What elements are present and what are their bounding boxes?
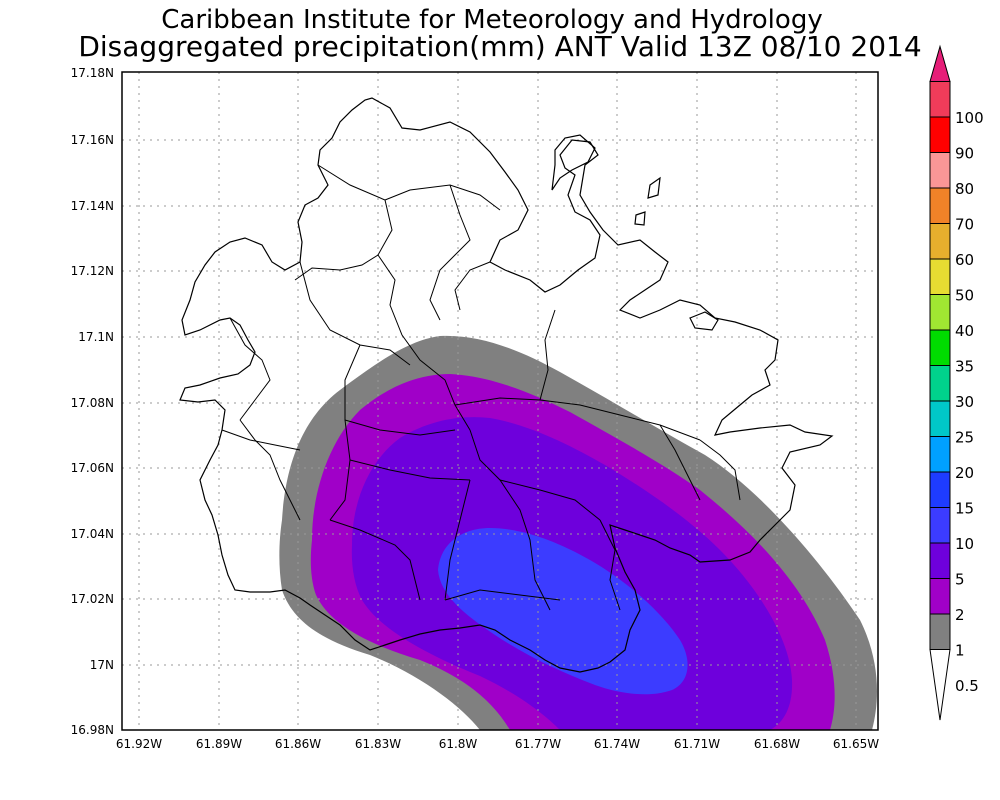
islet-small-2 (634, 211, 646, 226)
colorbar-label: 40 (955, 322, 974, 340)
colorbar-swatch (929, 223, 951, 260)
longitude-axis: 61.92W 61.89W 61.86W 61.83W 61.8W 61.77W… (116, 737, 879, 751)
islet-north (551, 134, 596, 191)
internal-boundaries (221, 164, 741, 611)
lon-tick-label: 61.65W (833, 737, 879, 751)
colorbar-swatch (929, 329, 951, 366)
colorbar-swatch (929, 116, 951, 153)
institute-title: Caribbean Institute for Meteorology and … (161, 5, 822, 35)
islet-small-1 (647, 176, 661, 199)
island-outline-antigua (179, 97, 834, 673)
lat-tick-label: 17N (90, 658, 114, 672)
lat-tick-label: 16.98N (71, 723, 114, 737)
colorbar-label: 70 (955, 216, 974, 234)
lon-tick-label: 61.86W (275, 737, 321, 751)
colorbar-swatch (929, 471, 951, 508)
colorbar-swatch (929, 152, 951, 189)
lat-tick-label: 17.06N (71, 461, 114, 475)
lon-tick-label: 61.89W (196, 737, 242, 751)
colorbar-bottom-arrow (929, 649, 951, 721)
colorbar-label: 25 (955, 429, 974, 447)
colorbar-label: 80 (955, 180, 974, 198)
colorbar-label: 100 (955, 109, 984, 127)
graticule (122, 72, 878, 730)
lon-tick-label: 61.77W (515, 737, 561, 751)
precipitation-field (279, 335, 877, 730)
colorbar-swatch (929, 613, 951, 650)
lon-tick-label: 61.83W (355, 737, 401, 751)
islet-east (689, 311, 719, 331)
lat-tick-label: 17.16N (71, 133, 114, 147)
product-title: Disaggregated precipitation(mm) ANT Vali… (78, 30, 921, 63)
colorbar-swatch (929, 187, 951, 224)
colorbar-label: 15 (955, 500, 974, 518)
lon-tick-label: 61.71W (674, 737, 720, 751)
colorbar-top-arrow (929, 44, 951, 82)
colorbar-label: 35 (955, 358, 974, 376)
lat-tick-label: 17.1N (78, 330, 114, 344)
colorbar-swatch (929, 507, 951, 544)
colorbar-label: 0.5 (955, 677, 979, 695)
lat-tick-label: 17.02N (71, 592, 114, 606)
lat-tick-label: 17.14N (71, 199, 114, 213)
lat-tick-label: 17.12N (71, 264, 114, 278)
latitude-axis: 17.18N 17.16N 17.14N 17.12N 17.1N 17.08N… (71, 66, 114, 737)
colorbar-swatch (929, 436, 951, 473)
colorbar-label: 30 (955, 393, 974, 411)
colorbar-label: 60 (955, 251, 974, 269)
colorbar-label: 5 (955, 571, 965, 589)
colorbar-label: 2 (955, 606, 965, 624)
lat-tick-label: 17.04N (71, 527, 114, 541)
colorbar-label: 10 (955, 535, 974, 553)
lon-tick-label: 61.92W (116, 737, 162, 751)
lat-tick-label: 17.08N (71, 396, 114, 410)
colorbar-swatch (929, 400, 951, 437)
plot-frame (121, 71, 879, 731)
colorbar-swatch (929, 258, 951, 295)
lon-tick-label: 61.8W (439, 737, 478, 751)
map-plot-area (121, 71, 879, 731)
colorbar-swatch (929, 578, 951, 615)
colorbar-swatch (929, 542, 951, 579)
colorbar-swatch (929, 81, 951, 118)
lon-tick-label: 61.68W (754, 737, 800, 751)
colorbar-label: 20 (955, 464, 974, 482)
island-coastline (179, 97, 834, 673)
colorbar-swatch (929, 365, 951, 402)
precip-contour-blue (438, 528, 688, 695)
colorbar-label: 50 (955, 287, 974, 305)
lon-tick-label: 61.74W (594, 737, 640, 751)
colorbar-label: 1 (955, 642, 965, 660)
colorbar-swatch (929, 294, 951, 331)
lat-tick-label: 17.18N (71, 66, 114, 80)
colorbar-label: 90 (955, 145, 974, 163)
